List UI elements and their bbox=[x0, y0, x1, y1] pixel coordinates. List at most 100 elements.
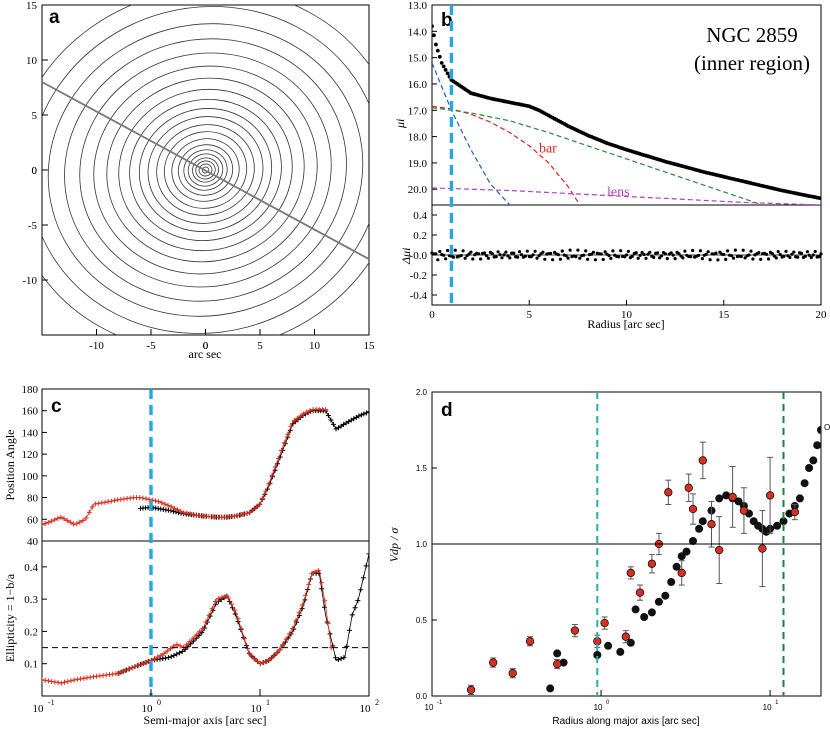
b-residual-point bbox=[601, 257, 605, 262]
a-xtick-label--5: -5 bbox=[146, 340, 156, 352]
b-residual-point bbox=[609, 256, 613, 260]
b-residual-point bbox=[494, 255, 498, 259]
b-ytick-bottom-label-0: -0.4 bbox=[410, 290, 428, 302]
b-data-points bbox=[432, 24, 821, 201]
panel-b-ylabel-bottom: Δμi bbox=[399, 248, 413, 265]
contour-14 bbox=[106, 77, 305, 263]
panel-a-label: a bbox=[49, 7, 60, 28]
c-top-observed bbox=[42, 407, 329, 528]
b-residual-point bbox=[634, 251, 638, 255]
c-ytick-bottom-label-2: 0.3 bbox=[24, 594, 38, 606]
b-residual-point bbox=[718, 250, 722, 254]
panel-c-bottom-frame bbox=[41, 540, 370, 697]
b-residual-point bbox=[729, 254, 734, 258]
b-residual-point bbox=[636, 256, 640, 260]
panel-d-ylabel: Vdp / σ bbox=[387, 527, 401, 563]
panel-b-curves bbox=[432, 24, 821, 205]
b-residual-point bbox=[626, 249, 631, 253]
b-residual-point bbox=[558, 257, 563, 261]
b-residual-point bbox=[611, 249, 615, 253]
d-red-point bbox=[508, 669, 517, 678]
d-red-point bbox=[677, 568, 686, 578]
contour-15 bbox=[93, 65, 318, 275]
b-residual-point bbox=[525, 249, 529, 253]
c-top-marker bbox=[366, 409, 369, 415]
b-residual-point bbox=[770, 252, 775, 256]
b-residual-point bbox=[774, 256, 778, 260]
contour-1 bbox=[198, 163, 213, 177]
b-ytick-top-label-0: 13.0 bbox=[408, 0, 428, 12]
b-residual-point bbox=[438, 249, 442, 254]
b-residual-point bbox=[603, 250, 607, 254]
contour-12 bbox=[129, 98, 282, 242]
c-xtick-exp-2: 1 bbox=[266, 698, 270, 707]
b-residual-point bbox=[446, 248, 450, 253]
d-black-point bbox=[626, 638, 635, 647]
d-red-point bbox=[688, 504, 698, 514]
panel-a-contours bbox=[42, 5, 369, 335]
contour-6 bbox=[177, 144, 234, 196]
b-residual-point bbox=[803, 254, 808, 258]
c-xtick-label-2: 10 bbox=[251, 703, 263, 715]
b-residual-point bbox=[477, 252, 481, 256]
b-residual-point bbox=[659, 254, 664, 258]
b-residual-point bbox=[504, 250, 508, 254]
b-residual-point bbox=[642, 252, 646, 257]
b-residual-point bbox=[819, 252, 823, 256]
contour-7 bbox=[171, 138, 240, 202]
panel-c-xlabel: Semi-major axis [arc sec] bbox=[144, 713, 267, 727]
b-point bbox=[441, 64, 446, 69]
a-ytick-label--5: -5 bbox=[28, 220, 38, 232]
d-black-point bbox=[604, 641, 613, 650]
b-residual-point bbox=[644, 256, 648, 260]
b-residual-point bbox=[564, 254, 568, 258]
b-residual-point bbox=[459, 253, 463, 258]
b-residual-point bbox=[813, 249, 817, 254]
b-residual-point bbox=[535, 256, 539, 260]
a-xtick-label--10: -10 bbox=[89, 340, 104, 352]
b-residual-point bbox=[691, 248, 695, 253]
d-black-point bbox=[682, 547, 691, 556]
panel-d-data bbox=[466, 426, 821, 695]
b-residual-point bbox=[772, 254, 776, 258]
a-ytick-label-15: 15 bbox=[26, 0, 38, 12]
b-residual-point bbox=[640, 250, 644, 255]
b-residual-point bbox=[512, 251, 516, 255]
b-residual-point bbox=[683, 249, 687, 253]
d-black-point bbox=[734, 497, 743, 506]
d-ytick-label-1: 0.5 bbox=[416, 616, 428, 625]
b-residual-point bbox=[574, 255, 578, 259]
c-top-line bbox=[140, 410, 369, 518]
b-ytick-top-label-3: 16.0 bbox=[408, 79, 428, 91]
d-black-point bbox=[654, 597, 663, 606]
c-xtick-label-3: 10 bbox=[360, 703, 372, 715]
b-residual-point bbox=[733, 248, 738, 252]
c-ytick-bottom-label-1: 0.2 bbox=[24, 626, 38, 638]
b-residual-point bbox=[490, 252, 494, 256]
d-red-point bbox=[466, 685, 476, 695]
b-residual-point bbox=[617, 255, 621, 259]
d-red-point bbox=[570, 626, 580, 635]
b-xtick-label-10: 10 bbox=[621, 309, 633, 321]
b-label-lens: lens bbox=[607, 185, 630, 200]
b-residual-point bbox=[591, 250, 596, 254]
d-black-point bbox=[698, 517, 707, 526]
c-ytick-top-label-40: 40 bbox=[27, 536, 39, 548]
b-ytick-top-label-2: 15.0 bbox=[408, 53, 428, 65]
d-red-point bbox=[707, 520, 716, 529]
b-residual-point bbox=[809, 255, 813, 260]
d-black-point bbox=[593, 651, 602, 659]
d-red-point bbox=[621, 632, 630, 641]
b-ytick-bottom-label-1: -0.2 bbox=[410, 270, 427, 282]
panel-b-subtitle: (inner region) bbox=[694, 51, 810, 75]
b-point bbox=[435, 48, 440, 53]
d-black-point bbox=[640, 613, 649, 621]
a-xtick-label-0: 0 bbox=[203, 340, 209, 352]
panel-b-label: b bbox=[441, 10, 453, 31]
b-residual-point bbox=[516, 255, 520, 259]
d-ytick-label-3: 1.5 bbox=[416, 464, 428, 473]
b-residual-point bbox=[747, 253, 751, 257]
b-residual-point bbox=[484, 254, 489, 258]
b-residual-point bbox=[482, 251, 487, 255]
b-residual-point bbox=[506, 254, 510, 258]
